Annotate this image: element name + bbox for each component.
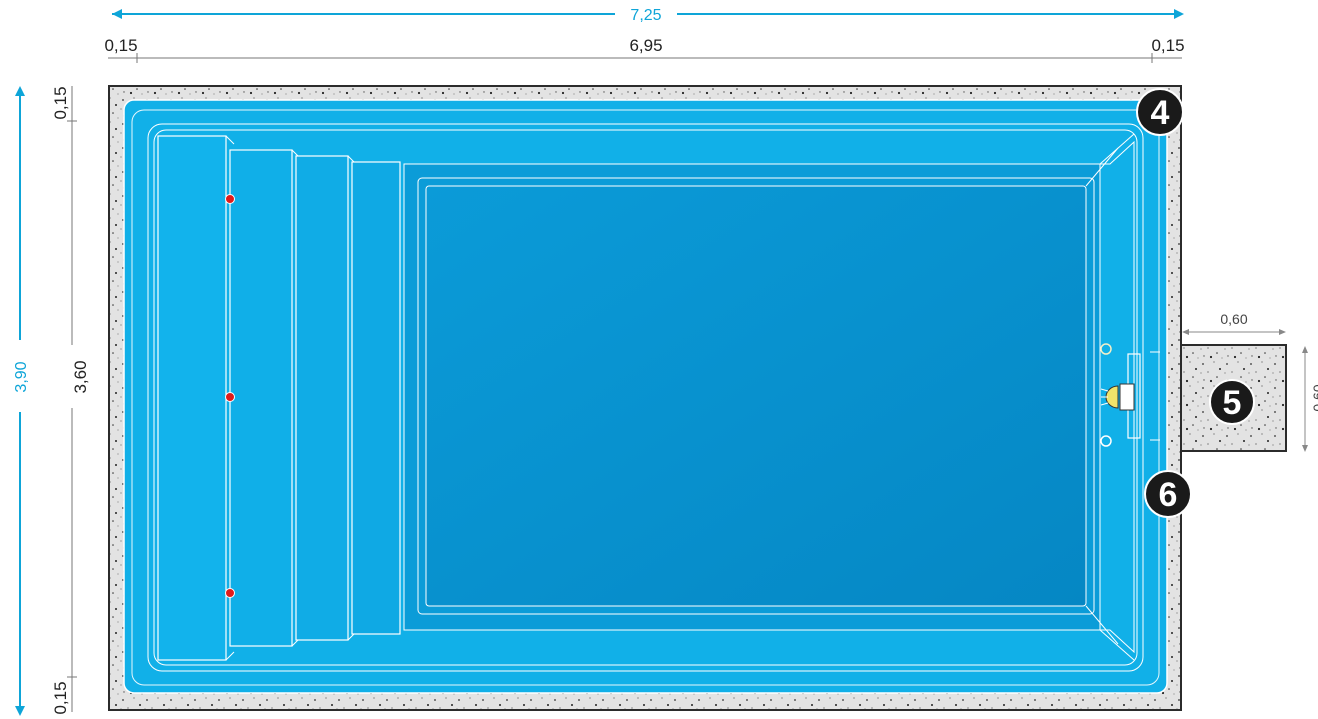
box-width-label: 0,60 bbox=[1220, 311, 1247, 327]
inner-width-dimension: 0,15 3,60 0,15 bbox=[51, 86, 90, 715]
arrow-right-icon bbox=[1174, 9, 1184, 19]
box-height-label: 0,60 bbox=[1310, 384, 1318, 411]
step-4 bbox=[351, 161, 401, 635]
svg-text:4: 4 bbox=[1151, 94, 1170, 132]
step-3 bbox=[295, 155, 349, 641]
coping-bottom-label: 0,15 bbox=[51, 681, 70, 714]
overall-length-dimension: 7,25 bbox=[112, 7, 1184, 24]
overall-length-label: 7,25 bbox=[630, 7, 661, 24]
coping-left-label: 0,15 bbox=[104, 36, 137, 55]
arrow-down-icon bbox=[15, 706, 25, 716]
equipment-fittings bbox=[1100, 343, 1160, 447]
marker-4: 4 bbox=[1136, 88, 1184, 136]
coping-right-label: 0,15 bbox=[1151, 36, 1184, 55]
deep-zone bbox=[403, 133, 1135, 661]
svg-text:5: 5 bbox=[1223, 384, 1242, 422]
inlet-nozzle-top-icon bbox=[1100, 343, 1112, 355]
skimmer-icon bbox=[1119, 383, 1135, 411]
marker-5 bbox=[1209, 379, 1255, 425]
marker-6: 6 bbox=[1144, 470, 1192, 518]
inner-length-dimension: 0,15 6,95 0,15 bbox=[104, 36, 1185, 63]
bench-outline bbox=[147, 123, 1144, 672]
entry-steps bbox=[157, 135, 401, 661]
lamp-icon bbox=[1105, 385, 1119, 409]
pool-floor bbox=[425, 185, 1087, 607]
pool-structure: 4 6 bbox=[108, 85, 1192, 711]
coping-top-label: 0,15 bbox=[51, 86, 70, 119]
svg-text:6: 6 bbox=[1159, 476, 1178, 514]
inlet-nozzle-bottom-icon bbox=[1100, 435, 1112, 447]
handrail-point-top bbox=[225, 194, 235, 204]
step-1 bbox=[157, 135, 227, 661]
handrail-point-bottom bbox=[225, 588, 235, 598]
inner-width-label: 3,60 bbox=[71, 360, 90, 393]
handrail-point-middle bbox=[225, 392, 235, 402]
arrow-left-icon bbox=[112, 9, 122, 19]
step-2 bbox=[229, 149, 293, 647]
inner-length-label: 6,95 bbox=[629, 36, 662, 55]
equipment-box: 5 0,60 0,60 bbox=[1180, 311, 1318, 452]
arrow-up-icon bbox=[15, 86, 25, 96]
overall-width-dimension: 3,90 bbox=[13, 86, 30, 716]
overall-width-label: 3,90 bbox=[13, 361, 30, 392]
